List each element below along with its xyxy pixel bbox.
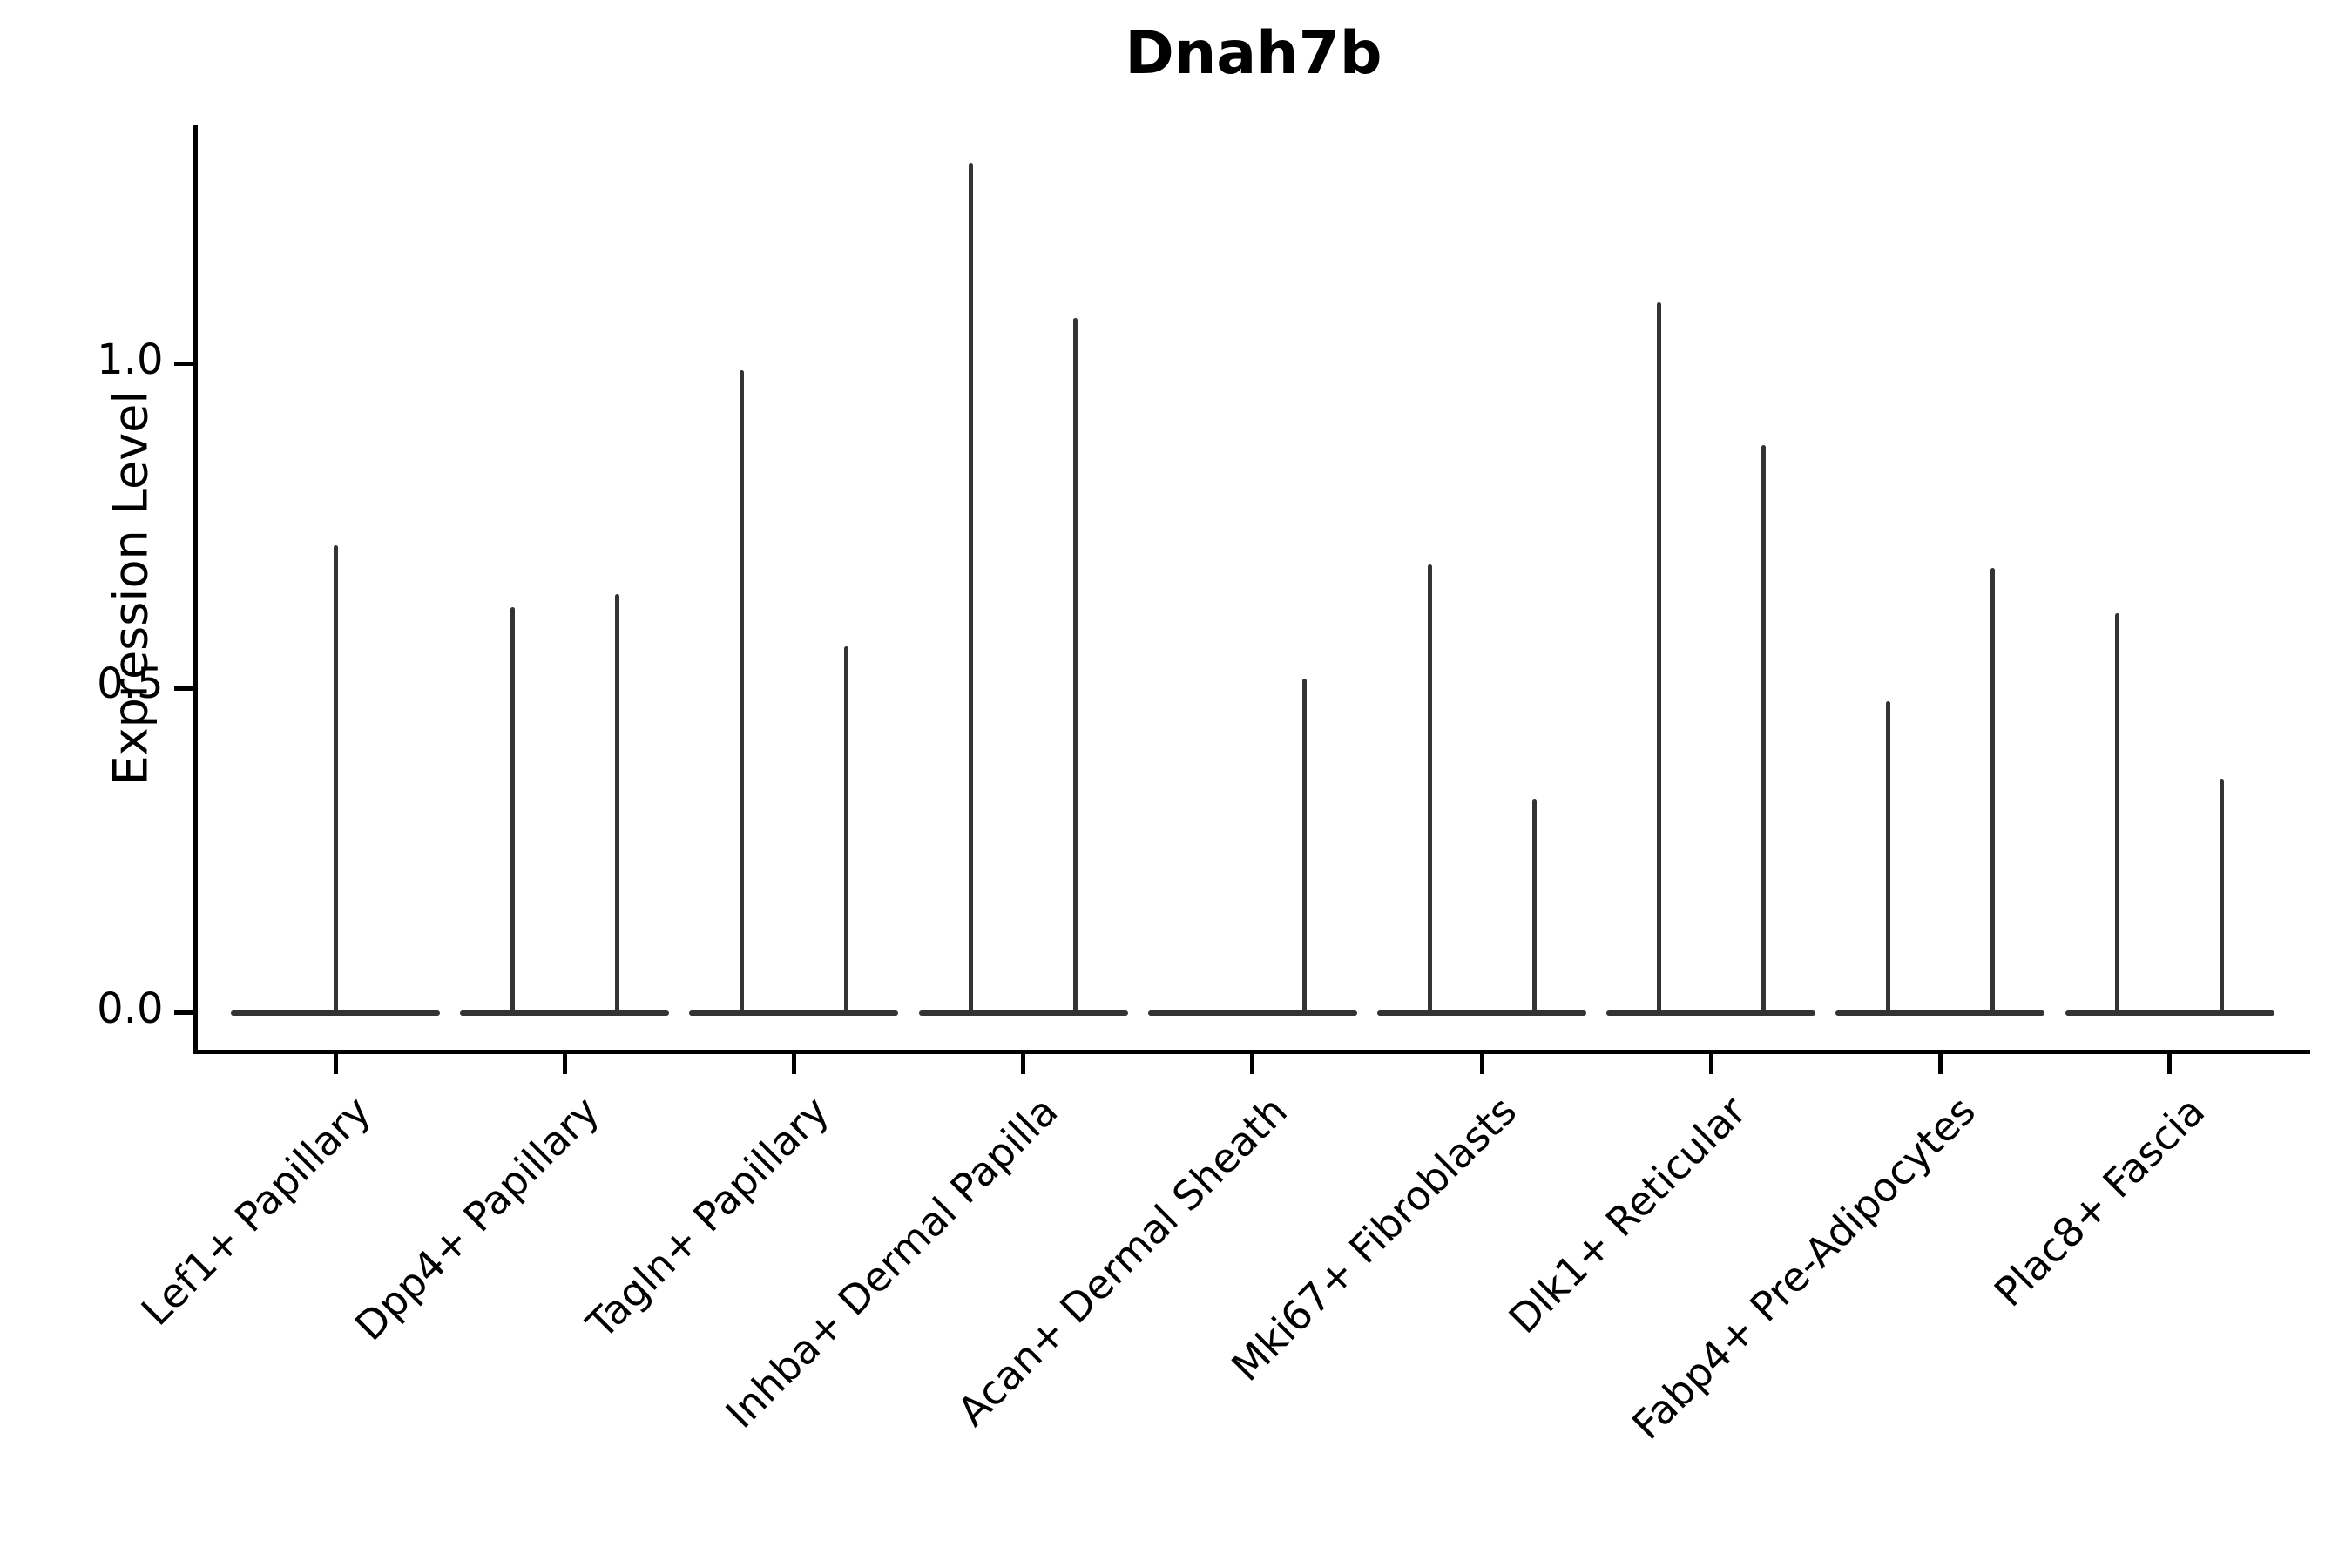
violin-spike <box>614 593 619 1015</box>
x-tick-mark <box>791 1054 796 1074</box>
x-tick-mark <box>2167 1054 2173 1074</box>
violin-spike <box>333 545 338 1015</box>
y-tick-label: 0.5 <box>97 659 164 708</box>
violin-baseline <box>1606 1010 1816 1016</box>
violin-baseline <box>1147 1010 1357 1016</box>
x-axis-line <box>193 1050 2310 1054</box>
x-tick-mark <box>333 1054 338 1074</box>
violin-spike <box>1302 678 1308 1015</box>
x-tick-mark <box>1937 1054 1943 1074</box>
x-axis-label: Lef1+ Papillary <box>132 1086 380 1335</box>
violin-spike <box>1656 301 1661 1015</box>
y-axis-line <box>193 125 198 1054</box>
violin-baseline <box>1377 1010 1586 1016</box>
x-tick-mark <box>1708 1054 1713 1074</box>
chart-title: Dnah7b <box>1125 19 1382 88</box>
x-axis-label: Dpp4+ Papillary <box>346 1086 609 1349</box>
y-tick-mark <box>173 362 194 366</box>
violin-spike <box>843 645 848 1015</box>
y-tick-label: 1.0 <box>97 335 164 384</box>
violin-spike <box>739 369 744 1015</box>
x-axis-label: Plac8+ Fascia <box>1984 1086 2213 1315</box>
y-axis-title: Expression Level <box>103 390 159 786</box>
x-axis-label: Dlk1+ Reticular <box>1499 1086 1755 1342</box>
violin-spike <box>1761 444 1766 1015</box>
violin-spike <box>1531 798 1537 1015</box>
x-axis-label: Tagln+ Papillary <box>577 1086 838 1348</box>
x-tick-mark <box>1479 1054 1484 1074</box>
violin-spike <box>510 606 515 1015</box>
violin-baseline <box>1835 1010 2045 1016</box>
x-tick-mark <box>1021 1054 1026 1074</box>
violin-spike <box>969 162 974 1015</box>
violin-spike <box>1427 564 1432 1015</box>
violin-baseline <box>918 1010 1128 1016</box>
violin-spike <box>2220 779 2225 1015</box>
x-tick-mark <box>1250 1054 1255 1074</box>
y-tick-label: 0.0 <box>97 983 164 1033</box>
violin-spike <box>1990 568 1995 1015</box>
violin-spike <box>2115 613 2120 1015</box>
x-tick-mark <box>562 1054 567 1074</box>
violin-spike <box>1073 318 1078 1015</box>
violin-baseline <box>460 1010 670 1016</box>
y-tick-mark <box>173 1010 194 1015</box>
violin-baseline <box>2065 1010 2274 1016</box>
violin-baseline <box>689 1010 899 1016</box>
y-tick-mark <box>173 686 194 691</box>
violin-spike <box>1885 700 1890 1015</box>
